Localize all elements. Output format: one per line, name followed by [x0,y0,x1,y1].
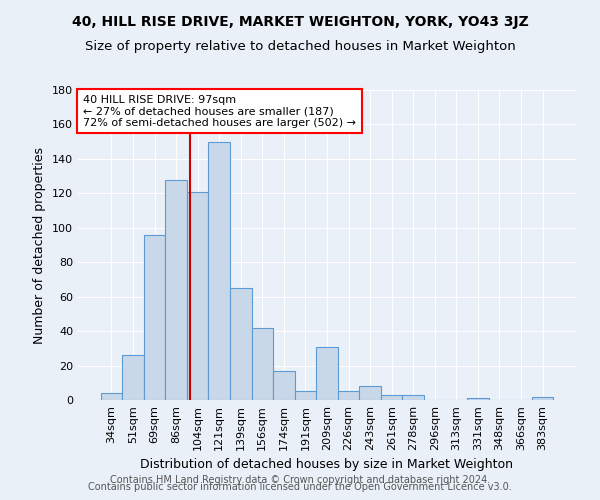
Bar [144,234,166,400]
Bar [166,180,187,400]
Bar [338,392,359,400]
Bar [230,288,251,400]
Bar [251,328,273,400]
Bar [273,370,295,400]
Y-axis label: Number of detached properties: Number of detached properties [34,146,46,344]
X-axis label: Distribution of detached houses by size in Market Weighton: Distribution of detached houses by size … [140,458,514,471]
Bar [359,386,381,400]
Text: Contains public sector information licensed under the Open Government Licence v3: Contains public sector information licen… [88,482,512,492]
Bar [403,395,424,400]
Bar [187,192,208,400]
Bar [122,355,144,400]
Bar [295,392,316,400]
Text: Contains HM Land Registry data © Crown copyright and database right 2024.: Contains HM Land Registry data © Crown c… [110,475,490,485]
Bar [101,393,122,400]
Text: Size of property relative to detached houses in Market Weighton: Size of property relative to detached ho… [85,40,515,53]
Bar [316,346,338,400]
Bar [381,395,403,400]
Text: 40, HILL RISE DRIVE, MARKET WEIGHTON, YORK, YO43 3JZ: 40, HILL RISE DRIVE, MARKET WEIGHTON, YO… [71,15,529,29]
Bar [532,396,553,400]
Bar [208,142,230,400]
Text: 40 HILL RISE DRIVE: 97sqm
← 27% of detached houses are smaller (187)
72% of semi: 40 HILL RISE DRIVE: 97sqm ← 27% of detac… [83,94,356,128]
Bar [467,398,488,400]
